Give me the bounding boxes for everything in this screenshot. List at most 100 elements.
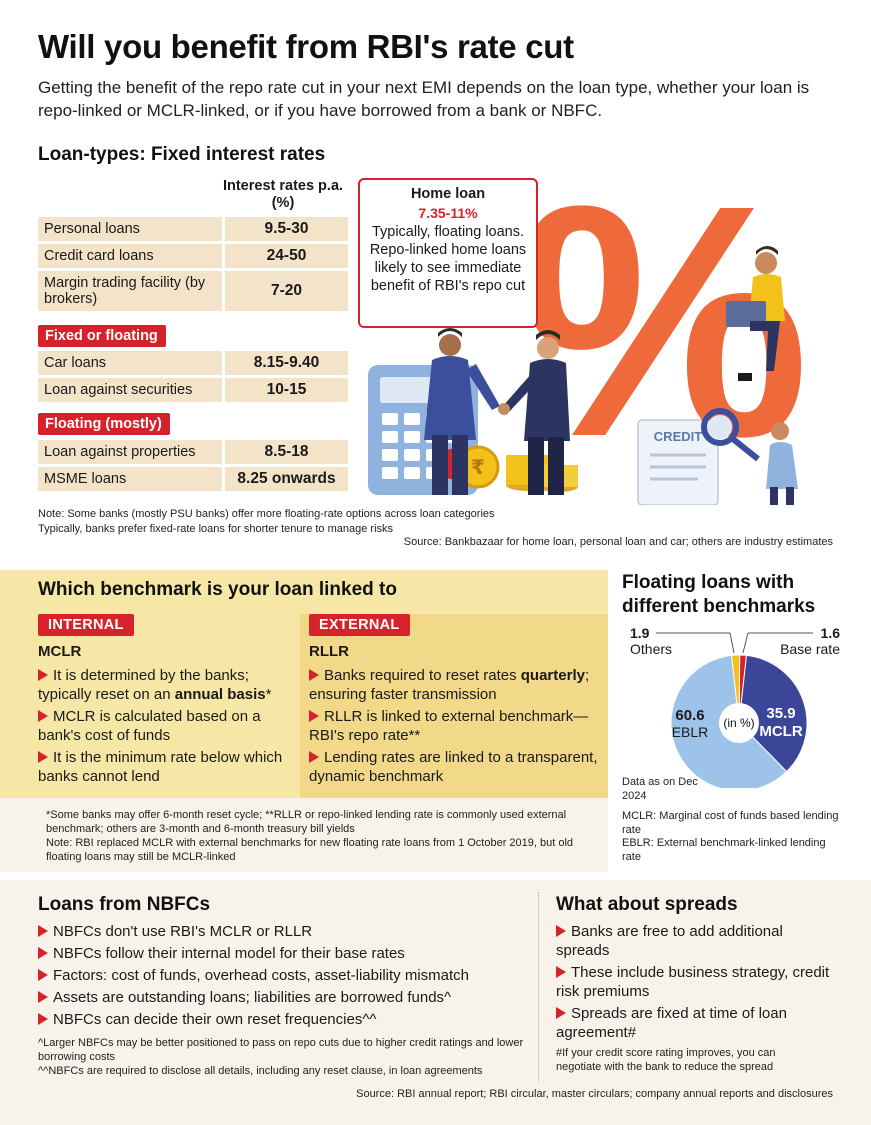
rates-column-header: Interest rates p.a. (%) — [222, 178, 344, 211]
external-list: Banks required to reset rates quarterly;… — [309, 666, 599, 789]
bullet-arrow-icon — [38, 751, 48, 763]
list-item: MCLR is calculated based on a bank's cos… — [38, 708, 261, 744]
loan-label: Loan against securities — [38, 378, 222, 402]
bullet-arrow-icon — [38, 710, 48, 722]
loan-rate: 10-15 — [225, 378, 348, 402]
slice-name-label: Others — [630, 641, 672, 657]
bullet-arrow-icon — [309, 710, 319, 722]
external-tag: EXTERNAL — [309, 614, 410, 636]
handshake-illustration: % ₹ CREDIT — [368, 165, 810, 505]
divider — [538, 892, 539, 1082]
bullet-arrow-icon — [38, 947, 48, 959]
list-item: Lending rates are linked to a transparen… — [309, 749, 598, 785]
internal-tag: INTERNAL — [38, 614, 134, 636]
leader-line — [729, 632, 735, 654]
bullet-arrow-icon — [38, 969, 48, 981]
loan-rate: 7-20 — [225, 271, 348, 311]
bullet-arrow-icon — [309, 669, 319, 681]
note-line: *Some banks may offer 6-month reset cycl… — [46, 809, 567, 835]
pie-center — [719, 703, 759, 743]
slice-name-label: MCLR — [759, 723, 802, 740]
businessmen-icon — [424, 328, 570, 495]
svg-text:₹: ₹ — [471, 455, 485, 479]
bullet-arrow-icon — [38, 1013, 48, 1025]
note-line: ^^NBFCs are required to disclose all det… — [38, 1065, 483, 1077]
home-loan-text: Typically, floating loans. Repo-linked h… — [369, 224, 527, 294]
bullet-arrow-icon — [38, 925, 48, 937]
note-line: Note: Some banks (mostly PSU banks) offe… — [38, 508, 495, 520]
list-item: Spreads are fixed at time of loan agreem… — [556, 1005, 787, 1041]
svg-text:CREDIT: CREDIT — [654, 429, 702, 444]
note-line: ^Larger NBFCs may be better positioned t… — [38, 1037, 524, 1063]
definition-mclr: MCLR: Marginal cost of funds based lendi… — [622, 810, 839, 836]
table-row: Personal loans 9.5-30 — [38, 217, 348, 241]
pie-definitions: MCLR: Marginal cost of funds based lendi… — [622, 810, 842, 864]
loan-rate: 9.5-30 — [225, 217, 348, 241]
mclr-heading: MCLR — [38, 643, 82, 660]
bullet-arrow-icon — [556, 1007, 566, 1019]
table-row: MSME loans 8.25 onwards — [38, 467, 348, 491]
loan-label: Personal loans — [38, 217, 222, 241]
internal-list: It is determined by the banks; typically… — [38, 666, 296, 789]
table-row: Loan against properties 8.5-18 — [38, 440, 348, 464]
list-item: NBFCs follow their internal model for th… — [38, 944, 533, 963]
nbfc-heading: Loans from NBFCs — [38, 894, 211, 915]
loan-label: MSME loans — [38, 467, 222, 491]
pie-title: Floating loans with different benchmarks — [622, 572, 816, 617]
bullet-arrow-icon — [38, 991, 48, 1003]
pie-slice-mclr — [738, 654, 808, 773]
list-item: NBFCs can decide their own reset frequen… — [38, 1010, 533, 1029]
bottom-panel — [0, 880, 871, 1125]
table-row: Credit card loans 24-50 — [38, 244, 348, 268]
list-item: Banks are free to add additional spreads — [556, 923, 783, 959]
benchmark-notes-panel — [0, 798, 608, 872]
loan-rate: 24-50 — [225, 244, 348, 268]
list-item: RLLR is linked to external benchmark—RBI… — [309, 708, 589, 744]
rllr-heading: RLLR — [309, 643, 349, 660]
bottom-source: Source: RBI annual report; RBI circular,… — [356, 1088, 833, 1100]
spreads-note: #If your credit score rating improves, y… — [556, 1047, 776, 1073]
benchmark-heading: Which benchmark is your loan linked to — [38, 579, 397, 600]
note-line: Typically, banks prefer fixed-rate loans… — [38, 522, 394, 535]
slice-value-label: 60.6 — [675, 707, 704, 724]
nbfc-notes: ^Larger NBFCs may be better positioned t… — [38, 1036, 528, 1078]
loan-types-heading: Loan-types: Fixed interest rates — [38, 144, 326, 165]
slice-name-label: EBLR — [672, 724, 709, 740]
spreads-list: Banks are free to add additional spreads… — [556, 922, 834, 1045]
bullet-arrow-icon — [556, 966, 566, 978]
bullet-arrow-icon — [309, 751, 319, 763]
home-loan-rate: 7.35-11% — [418, 205, 478, 221]
loan-types-notes: Note: Some banks (mostly PSU banks) offe… — [38, 507, 495, 536]
note-line: Note: RBI replaced MCLR with external be… — [46, 837, 574, 863]
bullet-arrow-icon — [556, 925, 566, 937]
list-item: It is the minimum rate below which banks… — [38, 749, 283, 785]
loan-label: Credit card loans — [38, 244, 222, 268]
list-item: Banks required to reset rates quarterly;… — [309, 667, 590, 703]
data-as-on: Data as on Dec 2024 — [622, 776, 698, 802]
loan-label: Car loans — [38, 351, 222, 375]
loan-rate: 8.25 onwards — [225, 467, 348, 491]
fixed-or-floating-tag: Fixed or floating — [38, 325, 166, 347]
list-item: It is determined by the banks; typically… — [38, 667, 272, 703]
loan-label: Loan against properties — [38, 440, 222, 464]
definition-eblr: EBLR: External benchmark-linked lending … — [622, 837, 826, 863]
slice-value-label: 1.6 — [821, 625, 841, 641]
page-title: Will you benefit from RBI's rate cut — [38, 28, 574, 65]
table-row: Margin trading facility (by brokers) 7-2… — [38, 271, 348, 311]
list-item: NBFCs don't use RBI's MCLR or RLLR — [38, 922, 533, 941]
pie-center-label: (in %) — [723, 716, 754, 730]
slice-name-label: Base rate — [780, 641, 840, 657]
table-row: Car loans 8.15-9.40 — [38, 351, 348, 375]
leader-line — [742, 632, 749, 654]
benchmark-notes: *Some banks may offer 6-month reset cycl… — [46, 808, 591, 864]
bullet-arrow-icon — [38, 669, 48, 681]
benchmark-pie-chart: (in %) 35.9 MCLR 60.6 EBLR 1.9 Others 1.… — [630, 625, 841, 788]
floating-tag: Floating (mostly) — [38, 413, 170, 435]
list-item: Assets are outstanding loans; liabilitie… — [38, 988, 533, 1007]
spreads-heading: What about spreads — [556, 894, 738, 915]
table-row: Loan against securities 10-15 — [38, 378, 348, 402]
slice-value-label: 1.9 — [630, 625, 650, 641]
external-column — [300, 614, 608, 798]
loan-label: Margin trading facility (by brokers) — [38, 271, 222, 311]
loan-rate: 8.5-18 — [225, 440, 348, 464]
